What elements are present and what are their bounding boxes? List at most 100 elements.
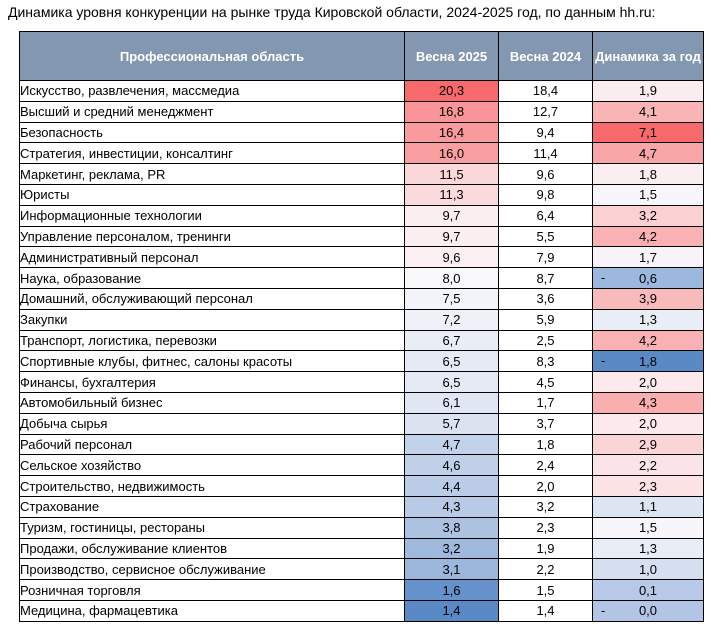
dynamics-value: 4,1 (638, 104, 658, 120)
table-row: Административный персонал 9,6 7,9 1,7 (19, 246, 704, 269)
table-row: Рабочий персонал 4,7 1,8 2,9 (19, 433, 704, 456)
cell-spring-2025: 9,7 (404, 204, 499, 227)
cell-area: Безопасность (19, 121, 405, 144)
cell-dynamics: - 0,0 (592, 599, 704, 622)
table-row: Сельское хозяйство 4,6 2,4 2,2 (19, 454, 704, 477)
cell-dynamics: 1,5 (592, 183, 704, 206)
header-area[interactable]: Профессиональная область (19, 31, 405, 81)
cell-area: Наука, образование (19, 267, 405, 289)
cell-spring-2024: 1,9 (498, 537, 593, 560)
header-spring-2025[interactable]: Весна 2025 (404, 31, 499, 81)
dynamics-value: 0,6 (638, 270, 658, 286)
table-caption: Динамика уровня конкуренции на рынке тру… (8, 4, 656, 20)
cell-dynamics: 2,3 (592, 475, 704, 497)
table-row: Маркетинг, реклама, PR 11,5 9,6 1,8 (19, 163, 704, 185)
cell-spring-2024: 11,4 (498, 142, 593, 165)
cell-area: Финансы, бухгалтерия (19, 371, 405, 393)
cell-spring-2024: 9,6 (498, 163, 593, 185)
cell-spring-2025: 16,8 (404, 100, 499, 123)
table-row: Управление персоналом, тренинги 9,7 5,5 4,2 (19, 225, 704, 248)
cell-area: Рабочий персонал (19, 433, 405, 456)
cell-area: Искусство, развлечения, массмедиа (19, 80, 405, 102)
table-row: Медицина, фармацевтика 1,4 1,4-0,0 (19, 599, 704, 622)
cell-dynamics: 4,7 (592, 142, 704, 165)
cell-area: Маркетинг, реклама, PR (19, 163, 405, 185)
cell-dynamics: 4,2 (592, 225, 704, 248)
cell-spring-2024: 18,4 (498, 80, 593, 102)
cell-area: Страхование (19, 495, 405, 518)
cell-spring-2024: 9,4 (498, 121, 593, 144)
cell-spring-2024: 5,5 (498, 225, 593, 248)
cell-dynamics: 3,2 (592, 204, 704, 227)
cell-dynamics: 1,0 (592, 558, 704, 581)
cell-dynamics: 2,0 (592, 371, 704, 393)
cell-spring-2024: 5,9 (498, 308, 593, 331)
table-row: Безопасность 16,4 9,4 7,1 (19, 121, 704, 144)
dynamics-value: 1,1 (638, 499, 658, 515)
table-row: Наука, образование 8,0 8,7- 0,6 (19, 267, 704, 289)
cell-dynamics: 4,1 (592, 100, 704, 123)
cell-area: Добыча сырья (19, 412, 405, 435)
table-row: Стратегия, инвестиции, консалтинг 16,0 11,… (19, 142, 704, 165)
table-row: Страхование 4,3 3,2 1,1 (19, 495, 704, 518)
cell-spring-2024: 3,6 (498, 287, 593, 310)
cell-dynamics: - 1,8 (592, 350, 704, 373)
cell-area: Управление персоналом, тренинги (19, 225, 405, 248)
cell-spring-2025: 16,0 (404, 142, 499, 165)
cell-dynamics: 1,9 (592, 80, 704, 102)
cell-spring-2025: 6,1 (404, 391, 499, 414)
cell-dynamics: 1,5 (592, 516, 704, 539)
cell-dynamics: 3,9 (592, 287, 704, 310)
dynamics-value: 2,9 (638, 436, 658, 452)
cell-spring-2025: 6,5 (404, 350, 499, 373)
cell-spring-2024: 9,8 (498, 183, 593, 206)
cell-spring-2024: 6,4 (498, 204, 593, 227)
cell-spring-2025: 7,5 (404, 287, 499, 310)
header-dynamics[interactable]: Динамика за год (592, 31, 704, 81)
dynamics-value: 1,5 (638, 520, 658, 536)
cell-spring-2025: 1,6 (404, 579, 499, 601)
cell-area: Транспорт, логистика, перевозки (19, 329, 405, 352)
dynamics-value: 1,9 (638, 83, 658, 99)
cell-spring-2025: 4,6 (404, 454, 499, 477)
cell-area: Медицина, фармацевтика (19, 599, 405, 622)
table-body: Искусство, развлечения, массмедиа 20,3 18,… (19, 80, 704, 622)
cell-area: Производство, сервисное обслуживание (19, 558, 405, 581)
dynamics-value: 4,2 (638, 332, 658, 348)
cell-area: Строительство, недвижимость (19, 475, 405, 497)
cell-dynamics: 1,7 (592, 246, 704, 269)
header-spring-2024[interactable]: Весна 2024 (498, 31, 593, 81)
cell-area: Высший и средний менеджмент (19, 100, 405, 123)
cell-spring-2025: 1,4 (404, 599, 499, 622)
cell-dynamics: 1,1 (592, 495, 704, 518)
dynamics-value: 1,8 (638, 166, 658, 182)
dynamics-value: 2,2 (638, 457, 658, 473)
dynamics-value: 0,1 (638, 582, 658, 598)
cell-dynamics: 2,9 (592, 433, 704, 456)
cell-spring-2024: 4,5 (498, 371, 593, 393)
cell-spring-2025: 4,3 (404, 495, 499, 518)
table-row: Строительство, недвижимость 4,4 2,0 2,3 (19, 475, 704, 497)
cell-spring-2025: 4,7 (404, 433, 499, 456)
cell-spring-2025: 5,7 (404, 412, 499, 435)
cell-spring-2025: 9,7 (404, 225, 499, 248)
cell-spring-2024: 2,2 (498, 558, 593, 581)
dynamics-value: 1,3 (638, 540, 658, 556)
table-row: Искусство, развлечения, массмедиа 20,3 18,… (19, 80, 704, 102)
cell-spring-2025: 20,3 (404, 80, 499, 102)
negative-sign: - (601, 270, 606, 286)
table-row: Туризм, гостиницы, рестораны 3,8 2,3 1,5 (19, 516, 704, 539)
cell-spring-2025: 9,6 (404, 246, 499, 269)
dynamics-value: 2,0 (638, 374, 658, 390)
dynamics-value: 1,0 (638, 561, 658, 577)
table-row: Розничная торговля 1,6 1,5 0,1 (19, 579, 704, 601)
cell-area: Сельское хозяйство (19, 454, 405, 477)
cell-spring-2025: 6,5 (404, 371, 499, 393)
table-row: Домашний, обслуживающий персонал 7,5 3,6 3,… (19, 287, 704, 310)
cell-area: Автомобильный бизнес (19, 391, 405, 414)
cell-spring-2025: 6,7 (404, 329, 499, 352)
cell-dynamics: 4,2 (592, 329, 704, 352)
dynamics-value: 0,0 (638, 603, 658, 619)
cell-spring-2024: 1,8 (498, 433, 593, 456)
cell-spring-2024: 2,5 (498, 329, 593, 352)
